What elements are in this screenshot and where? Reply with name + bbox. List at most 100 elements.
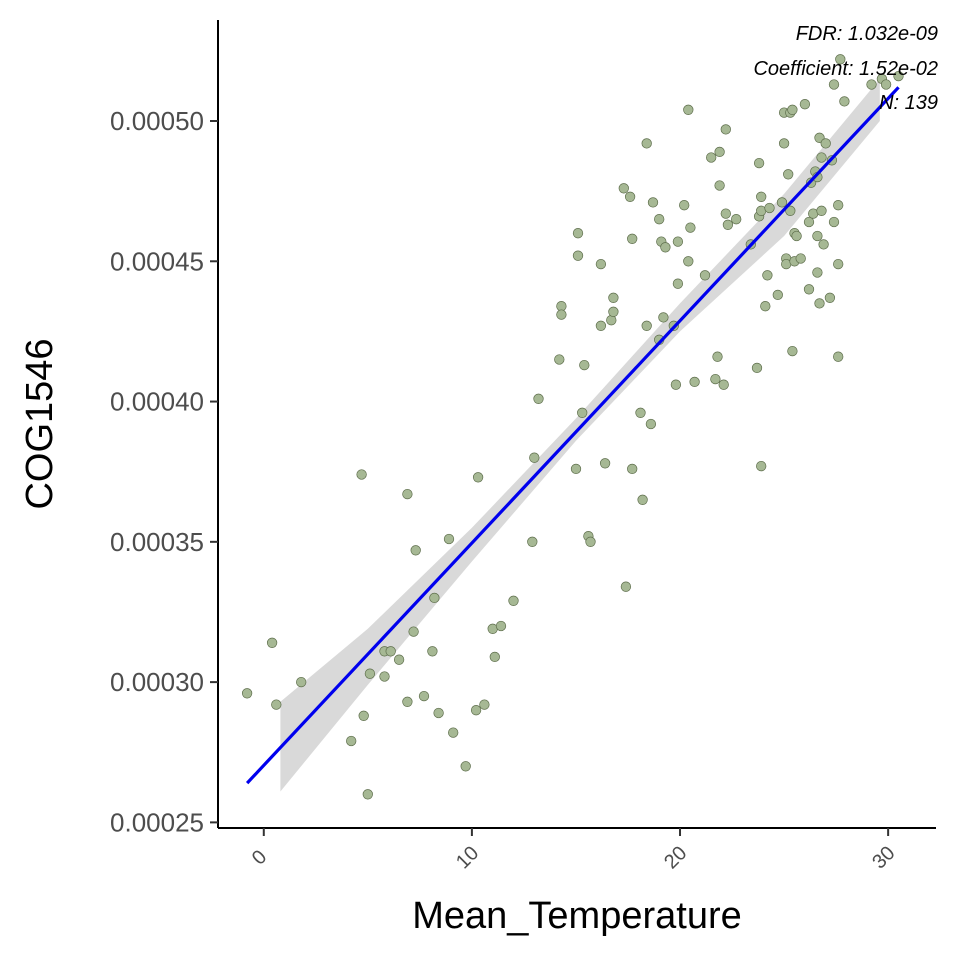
x-tick-label: 20 xyxy=(660,842,691,873)
data-point xyxy=(720,208,731,219)
data-point xyxy=(756,191,767,202)
data-point xyxy=(579,359,590,371)
confidence-band xyxy=(280,78,880,792)
data-point xyxy=(241,688,253,699)
data-point xyxy=(448,727,459,738)
data-points xyxy=(241,54,904,800)
data-point xyxy=(839,96,850,107)
data-point xyxy=(362,789,373,800)
data-point xyxy=(641,138,652,149)
data-point xyxy=(533,393,544,404)
data-point xyxy=(833,200,844,211)
data-point xyxy=(795,253,806,264)
data-point xyxy=(706,152,717,163)
data-point xyxy=(620,581,632,592)
data-point xyxy=(866,79,877,90)
data-point xyxy=(812,230,823,242)
data-point xyxy=(495,620,507,632)
data-point xyxy=(785,205,796,216)
data-point xyxy=(751,362,763,374)
data-point xyxy=(470,705,482,716)
data-point xyxy=(699,270,711,281)
x-tick-label: 0 xyxy=(248,846,271,869)
data-point xyxy=(756,460,767,472)
x-tick-label: 30 xyxy=(868,842,899,873)
data-point xyxy=(820,138,831,149)
data-point xyxy=(760,301,771,312)
data-point xyxy=(479,699,490,710)
y-tick-label: 0.00030 xyxy=(110,667,204,697)
data-point xyxy=(658,312,669,323)
data-point xyxy=(787,104,798,115)
regression-line xyxy=(245,86,900,785)
data-point xyxy=(577,407,588,418)
data-point xyxy=(689,376,700,388)
y-tick-label: 0.00035 xyxy=(110,527,204,557)
data-point xyxy=(271,699,282,710)
data-point xyxy=(718,379,729,390)
data-point xyxy=(572,228,584,239)
data-point xyxy=(608,306,619,317)
data-point xyxy=(645,418,657,430)
data-point xyxy=(627,463,638,475)
annotation-n: N: 139 xyxy=(879,92,938,114)
data-point xyxy=(595,320,607,331)
data-point xyxy=(618,183,629,194)
data-point xyxy=(799,99,811,110)
data-point xyxy=(635,407,646,418)
data-point xyxy=(685,222,696,233)
data-point xyxy=(554,354,565,365)
data-point xyxy=(670,379,682,390)
data-point xyxy=(791,230,802,242)
data-point xyxy=(647,197,659,208)
data-point xyxy=(570,463,582,475)
data-point xyxy=(828,79,840,90)
data-point xyxy=(762,270,773,281)
data-point xyxy=(814,298,825,309)
data-point xyxy=(816,152,827,163)
data-point xyxy=(572,250,584,261)
data-point xyxy=(772,289,783,301)
data-point xyxy=(443,533,455,545)
data-point xyxy=(753,157,765,169)
y-tick-label: 0.00045 xyxy=(110,246,204,276)
data-point xyxy=(683,104,694,115)
data-point xyxy=(824,292,836,303)
data-point xyxy=(683,256,694,267)
x-axis-title: Mean_Temperature xyxy=(412,895,742,937)
data-point xyxy=(776,197,788,208)
y-tick-label: 0.00025 xyxy=(110,807,204,837)
data-point xyxy=(508,595,519,606)
data-point xyxy=(627,233,638,244)
data-point xyxy=(731,214,742,225)
data-point xyxy=(410,545,421,556)
data-point xyxy=(358,710,369,721)
data-point xyxy=(720,124,731,135)
data-point xyxy=(296,676,307,688)
data-point xyxy=(783,169,794,180)
data-point xyxy=(427,646,438,657)
data-point xyxy=(346,735,357,747)
data-point xyxy=(722,219,734,230)
data-point xyxy=(385,646,396,657)
data-point xyxy=(672,236,684,247)
data-point xyxy=(714,146,725,158)
data-point xyxy=(595,258,607,270)
data-point xyxy=(599,458,611,469)
data-point xyxy=(679,200,690,211)
data-point xyxy=(828,216,840,228)
data-point xyxy=(654,214,665,225)
data-point xyxy=(880,79,892,90)
data-point xyxy=(402,488,413,500)
data-point xyxy=(527,536,538,547)
data-point xyxy=(460,761,471,772)
data-point xyxy=(402,696,413,707)
data-point xyxy=(585,536,596,547)
data-point xyxy=(803,284,815,295)
data-point xyxy=(764,202,775,214)
data-point xyxy=(641,320,652,331)
data-point xyxy=(833,258,844,270)
data-point xyxy=(433,707,444,719)
data-point xyxy=(489,651,500,663)
data-point xyxy=(818,239,829,250)
